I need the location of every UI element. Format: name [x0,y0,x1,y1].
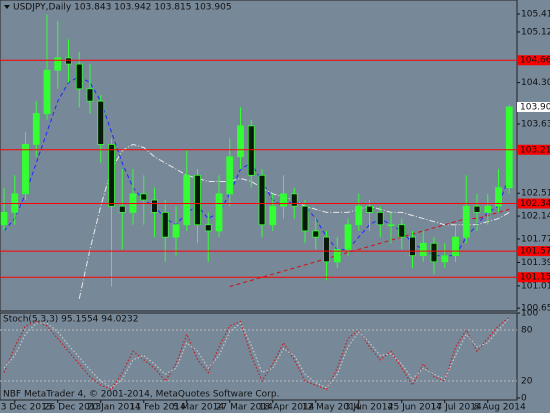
level-label: 102.343 [520,199,550,209]
candle-body [118,205,126,213]
candle-body [247,125,255,176]
candle-body [409,236,416,257]
price-label: 103.905 [520,103,550,113]
main-panel [0,0,518,312]
x-tick-label: 11 Feb 2014 [130,403,186,413]
y-tick-label: 104.300 [521,78,550,88]
x-tick-label: 20 Jan 2014 [87,403,141,413]
candle-body [140,193,148,201]
candle-body [215,193,223,232]
indicator-tick-label: 20 [521,377,533,387]
candle-body [366,205,373,213]
candle-body [419,242,427,257]
candle-body [505,106,513,189]
candle-body [204,224,212,232]
y-tick-label: 101.010 [521,281,550,291]
x-tick-label: 3 Dec 2013 [1,403,53,413]
candle-body [108,144,115,207]
level-label: 101.573 [520,247,550,257]
candle-body [452,236,459,257]
y-tick-label: 103.630 [521,120,550,130]
candle-body [43,69,51,114]
candle-body [258,174,266,226]
candle-body [269,205,277,226]
candle-body [398,224,406,238]
candle-body [226,156,234,195]
y-tick-label: 105.120 [521,27,550,37]
y-tick-label: 105.410 [521,10,550,20]
y-tick-label: 102.510 [521,189,550,199]
candle-body [75,63,83,90]
y-tick-label: 101.770 [521,234,550,244]
indicator-tick-label: 0 [521,394,527,404]
candle-body [172,224,180,238]
candle-body [0,211,8,226]
level-box [517,272,550,283]
x-tick-label: 26 Dec 2013 [44,403,102,413]
indicator-tick-label: 100 [521,309,538,319]
x-tick-label: 8 Aug 2014 [474,403,526,413]
candle-body [151,199,158,213]
candle-body [290,193,298,207]
candle-body [387,224,395,227]
candle-body [473,205,481,213]
candle-body [194,174,201,226]
indicator-panel [0,312,518,401]
x-tick-label: 5 Mar 2014 [173,403,225,413]
y-tick-label: 101.390 [521,258,550,268]
y-tick-label: 100.650 [521,304,550,314]
x-tick-label: 17 Jul 2014 [431,403,482,413]
candle-body [86,88,94,102]
candle-body [65,57,72,65]
stochastic-line [3,316,510,391]
indicator-title: Stoch(5,3,3) 95.1554 94.0232 [3,315,138,325]
level-box [517,246,550,257]
candle-body [323,236,330,263]
level-label: 101.151 [520,273,550,283]
candle-body [161,211,169,238]
x-tick-label: 3 Jun 2014 [345,403,394,413]
level-label: 103.213 [520,145,550,155]
candle-body [301,205,309,232]
level-label: 104.662 [520,56,550,66]
candle-body [280,193,287,207]
candle-body [495,187,502,207]
candle-body [333,249,341,263]
candle-body [430,242,438,263]
x-tick-label: 12 May 2014 [302,403,361,413]
candle-body [355,205,363,226]
candle-body [54,57,62,71]
candle-body [312,230,320,238]
menu-icon[interactable] [4,5,10,9]
chart-title: USDJPY,Daily 103.843 103.942 103.815 103… [13,3,232,13]
candle-body [97,100,105,145]
level-box [517,144,550,155]
candle-body [344,224,352,250]
y-tick-label: 102.140 [521,212,550,222]
price-box [517,102,550,113]
candle-body [462,205,470,238]
level-box [517,198,550,209]
candle-body [183,174,191,226]
footer: NBF MetaTrader 4, © 2001-2014, MetaQuote… [3,390,279,400]
candle-body [484,205,492,213]
candle-body [237,125,244,158]
candle-body [32,113,40,145]
candle-body [22,144,29,195]
candle-body [376,211,384,226]
level-box [517,55,550,66]
x-tick-label: 25 Jun 2014 [388,403,442,413]
candle-body [441,255,449,263]
indicator-tick-label: 80 [521,326,533,336]
x-tick-label: 27 Mar 2014 [216,403,273,413]
x-tick-label: 18 Apr 2014 [259,403,315,413]
